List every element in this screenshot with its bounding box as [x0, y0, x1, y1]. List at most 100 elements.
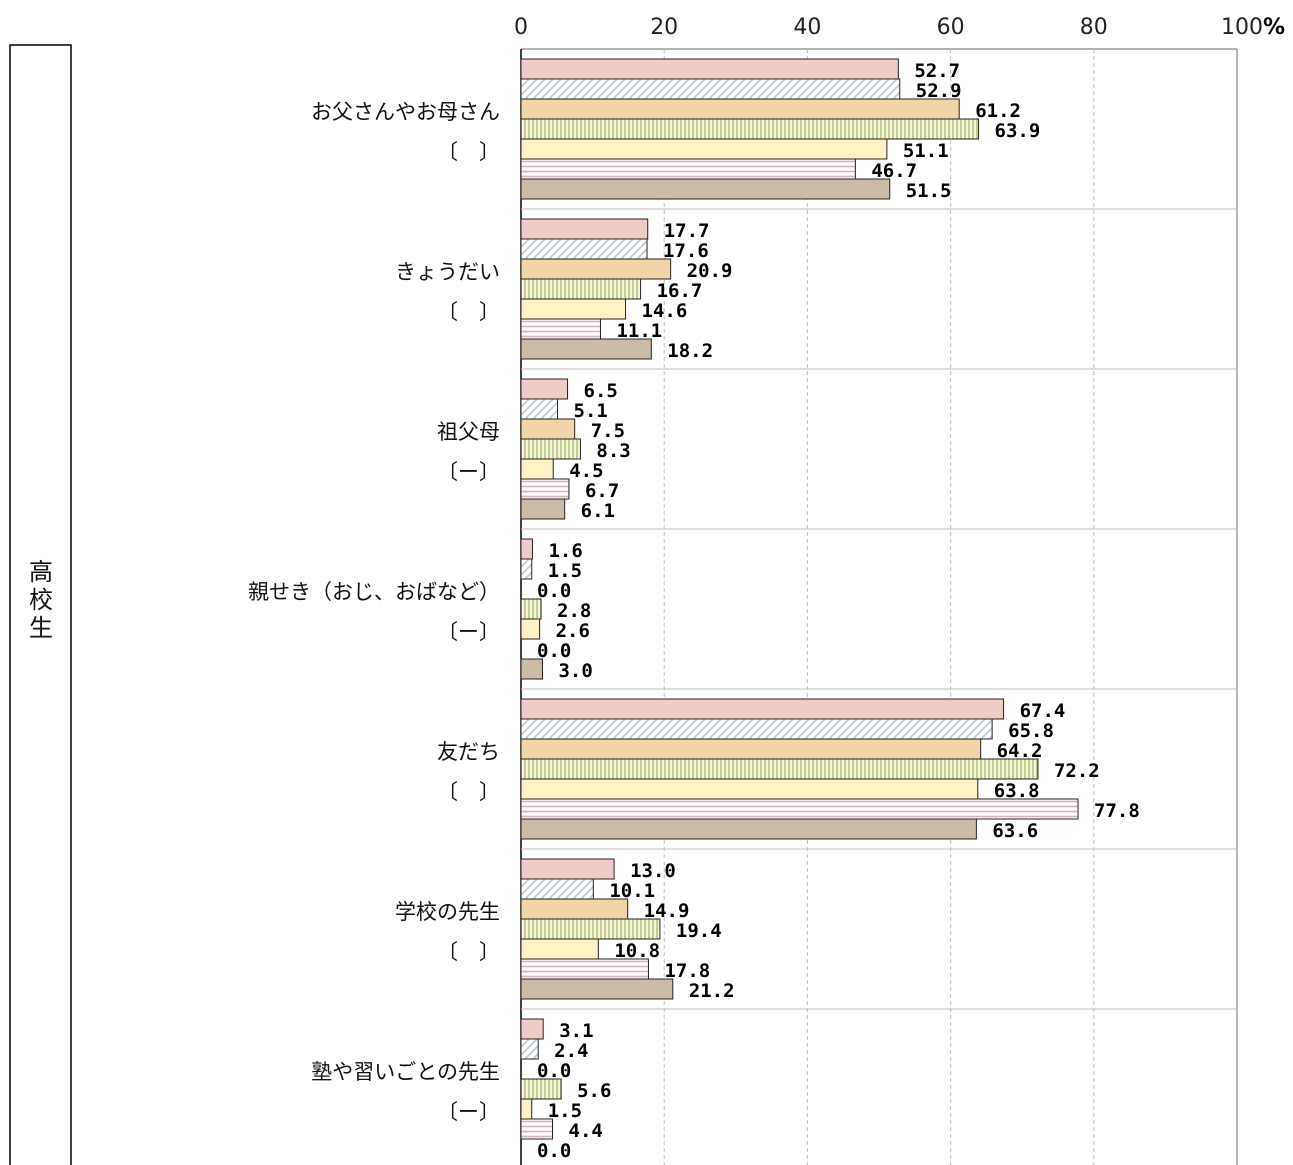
value-label: 65.8	[1008, 720, 1054, 742]
value-label: 52.7	[914, 60, 960, 82]
value-label: 2.4	[554, 1040, 588, 1062]
value-label: 2.8	[557, 600, 591, 622]
value-label: 10.8	[614, 940, 660, 962]
value-label: 77.8	[1094, 800, 1140, 822]
value-label: 20.9	[687, 260, 733, 282]
value-label: 1.5	[548, 1100, 582, 1122]
bar	[520, 98, 960, 120]
value-label: 3.1	[559, 1020, 593, 1042]
bar	[520, 1118, 554, 1140]
category-bracket: 〔 〕	[437, 940, 500, 964]
value-label: 0.0	[537, 1140, 571, 1162]
value-label: 1.6	[548, 540, 582, 562]
bar	[520, 258, 672, 280]
bar	[520, 478, 570, 500]
bar	[520, 58, 899, 80]
bar	[520, 698, 1005, 720]
group-label-box: 高校生	[9, 44, 72, 1165]
value-label: 51.1	[903, 140, 949, 162]
bar	[520, 818, 977, 840]
bar	[520, 1078, 562, 1100]
value-labels: 52.752.9 61.263.9 51.146.751.5 17.717.620.9…	[537, 60, 1140, 1162]
value-label: 6.5	[584, 380, 618, 402]
value-label: 0.0	[537, 580, 571, 602]
bar	[520, 458, 554, 480]
category-bracket: 〔 〕	[437, 780, 500, 804]
value-label: 5.6	[577, 1080, 611, 1102]
value-label: 17.8	[664, 960, 710, 982]
value-label: 13.0	[630, 860, 676, 882]
bar	[520, 778, 979, 800]
bar	[520, 738, 982, 760]
bar	[520, 118, 980, 140]
value-label: 61.2	[975, 100, 1021, 122]
bar	[520, 878, 594, 900]
value-label: 52.9	[916, 80, 962, 102]
bar	[520, 938, 599, 960]
value-label: 63.8	[994, 780, 1040, 802]
bars	[520, 58, 1079, 1140]
bar	[520, 158, 856, 180]
tick-label: 0	[514, 15, 528, 40]
bar	[520, 618, 541, 640]
category-bracket: 〔ー〕	[437, 1100, 500, 1124]
bar	[520, 318, 601, 340]
value-label: 21.2	[689, 980, 735, 1002]
value-label: 6.7	[585, 480, 619, 502]
bar	[520, 918, 661, 940]
value-label: 3.0	[558, 660, 592, 682]
tick-label: 80	[1080, 15, 1108, 40]
value-label: 19.4	[676, 920, 722, 942]
bar	[520, 278, 642, 300]
bar	[520, 958, 649, 980]
category-labels: お父さんやお母さん〔 〕きょうだい〔 〕祖父母〔ー〕親せき（おじ、おばなど）〔ー…	[248, 100, 500, 1124]
group-label-char: 校	[29, 586, 53, 614]
bar	[520, 218, 649, 240]
bar	[520, 858, 615, 880]
category-label: 塾や習いごとの先生	[311, 1060, 500, 1084]
bar	[520, 298, 627, 320]
value-label: 17.7	[664, 220, 710, 242]
value-label: 16.7	[657, 280, 703, 302]
bar	[520, 598, 542, 620]
value-label: 14.9	[644, 900, 690, 922]
value-label: 64.2	[997, 740, 1043, 762]
bar	[520, 238, 648, 260]
tick-label: 100%	[1221, 15, 1285, 40]
bar	[520, 338, 652, 360]
bar	[520, 398, 559, 420]
category-label: 親せき（おじ、おばなど）	[248, 580, 500, 604]
bar	[520, 558, 533, 580]
bar	[520, 798, 1079, 820]
value-label: 8.3	[596, 440, 630, 462]
value-label: 0.0	[537, 1060, 571, 1082]
bar	[520, 538, 533, 560]
unit-label: %	[1263, 15, 1285, 40]
bar	[520, 498, 566, 520]
value-label: 5.1	[574, 400, 608, 422]
category-bracket: 〔 〕	[437, 300, 500, 324]
value-label: 4.4	[569, 1120, 603, 1142]
category-label: きょうだい	[395, 260, 500, 284]
category-label: 友だち	[437, 740, 500, 764]
x-axis-ticks: 0 20 40 60 80 100%	[514, 15, 1285, 40]
bar	[520, 898, 629, 920]
category-bracket: 〔ー〕	[437, 460, 500, 484]
group-box	[9, 44, 72, 1165]
value-label: 7.5	[591, 420, 625, 442]
value-label: 51.5	[906, 180, 952, 202]
value-label: 1.5	[548, 560, 582, 582]
category-label: 学校の先生	[395, 900, 500, 924]
bar	[520, 718, 993, 740]
value-label: 2.6	[556, 620, 590, 642]
value-label: 63.9	[995, 120, 1041, 142]
grid-lines	[521, 49, 1237, 1165]
bar	[520, 978, 674, 1000]
bar	[520, 138, 888, 160]
bar	[520, 1038, 539, 1060]
group-label-char: 高	[29, 558, 53, 586]
value-label: 67.4	[1020, 700, 1066, 722]
bar	[520, 178, 891, 200]
category-bracket: 〔ー〕	[437, 620, 500, 644]
value-label: 6.1	[581, 500, 615, 522]
